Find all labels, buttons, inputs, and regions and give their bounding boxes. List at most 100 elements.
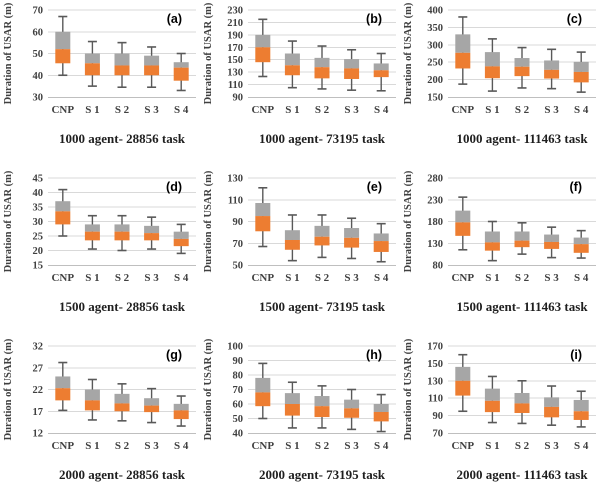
- box-whisker-s3: [144, 216, 160, 250]
- box-lower: [573, 71, 589, 83]
- y-axis-title: Duration of USAR (m): [403, 338, 414, 440]
- box-upper: [144, 55, 160, 66]
- box-lower: [484, 242, 500, 251]
- x-category-label: S 2: [515, 272, 530, 284]
- panel-letter: (e): [367, 180, 382, 194]
- box-upper: [544, 60, 560, 70]
- box-whisker-cnp: [255, 186, 271, 248]
- x-category-label: S 1: [485, 272, 499, 284]
- box-upper: [455, 210, 471, 223]
- x-category-label: S 4: [374, 104, 389, 116]
- x-category-label: CNP: [451, 440, 474, 452]
- box-upper: [144, 225, 160, 234]
- box-whisker-s3: [544, 385, 560, 426]
- x-category-label: CNP: [251, 104, 274, 116]
- x-category-label: S 3: [144, 104, 159, 116]
- x-category-label: S 3: [544, 104, 559, 116]
- y-axis-title: Duration of USAR (m): [203, 2, 214, 104]
- box-lower: [255, 216, 271, 232]
- y-tick-label: 400: [427, 6, 443, 17]
- y-tick-label: 180: [427, 217, 443, 228]
- panel-letter: (f): [570, 180, 583, 194]
- box-whisker-s1: [484, 375, 500, 424]
- x-category-label: S 3: [344, 440, 359, 452]
- box-lower: [484, 66, 500, 79]
- box-upper: [284, 230, 300, 240]
- box-whisker-s4: [173, 52, 189, 92]
- box-lower: [114, 231, 130, 241]
- x-category-label: S 2: [315, 440, 330, 452]
- y-tick-label: 25: [33, 232, 44, 243]
- box-upper: [544, 234, 560, 242]
- x-category-label: S 1: [485, 104, 499, 116]
- subplot-title: 2000 agent- 111463 task: [456, 467, 588, 482]
- box-upper: [284, 393, 300, 404]
- subplot-g: 12 17 22 27 32 CNP S 1 S 2 S 3 S 4 Duration of USA…: [0, 336, 200, 504]
- box-whisker-s1: [84, 378, 100, 421]
- x-category-label: S 1: [85, 440, 99, 452]
- y-tick-label: 250: [427, 58, 443, 69]
- y-tick-label: 80: [433, 261, 444, 272]
- box-lower: [514, 66, 530, 77]
- panel-letter: (h): [366, 348, 382, 362]
- x-category-label: S 1: [285, 440, 299, 452]
- x-category-label: S 4: [574, 272, 589, 284]
- x-category-label: S 4: [174, 440, 189, 452]
- y-tick-label: 100: [227, 342, 243, 353]
- box-whisker-s2: [514, 222, 530, 255]
- x-category-label: S 2: [515, 104, 530, 116]
- y-tick-label: 200: [427, 75, 443, 86]
- y-tick-label: 40: [33, 188, 44, 199]
- box-lower: [373, 241, 389, 252]
- box-whisker-s2: [114, 41, 130, 89]
- x-category-label: S 3: [344, 104, 359, 116]
- x-category-label: S 3: [544, 440, 559, 452]
- box-whisker-s4: [373, 52, 389, 92]
- box-whisker-cnp: [55, 188, 71, 237]
- box-lower: [514, 240, 530, 248]
- box-lower: [114, 65, 130, 76]
- y-tick-label: 280: [427, 174, 443, 185]
- y-tick-label: 130: [227, 174, 243, 185]
- box-upper: [344, 228, 360, 238]
- x-category-label: S 2: [115, 272, 130, 284]
- box-upper: [255, 377, 271, 393]
- box-upper: [484, 388, 500, 401]
- box-lower: [55, 211, 71, 225]
- box-upper: [373, 63, 389, 71]
- y-tick-label: 60: [233, 400, 244, 411]
- y-axis-title: Duration of USAR (m): [403, 170, 414, 272]
- y-tick-label: 30: [33, 93, 44, 104]
- box-lower: [455, 222, 471, 236]
- box-whisker-s4: [373, 222, 389, 263]
- box-whisker-s2: [514, 379, 530, 425]
- y-tick-label: 70: [233, 385, 244, 396]
- subplot-b: 90 110 130 150 170 190 210 230 CNP S 1 S 2 S 3 S 4 Du…: [200, 0, 400, 168]
- x-category-label: S 1: [485, 440, 499, 452]
- y-tick-label: 110: [228, 80, 243, 91]
- box-upper: [173, 403, 189, 411]
- y-tick-label: 300: [427, 40, 443, 51]
- box-lower: [573, 411, 589, 420]
- y-tick-label: 22: [33, 385, 44, 396]
- box-upper: [55, 31, 71, 50]
- subplot-title: 1000 agent- 28856 task: [59, 131, 186, 146]
- y-tick-label: 17: [33, 407, 44, 418]
- x-category-label: S 3: [144, 272, 159, 284]
- box-whisker-s3: [544, 226, 560, 259]
- y-axis-title: Duration of USAR (m): [203, 170, 214, 272]
- y-tick-label: 70: [433, 429, 444, 440]
- box-whisker-s3: [344, 48, 360, 91]
- y-tick-label: 40: [33, 71, 44, 82]
- y-tick-label: 130: [427, 376, 443, 387]
- x-category-label: CNP: [51, 272, 74, 284]
- subplot-d: 15 20 25 30 35 40 45 CNP S 1 S 2 S 3 S 4 Duration of…: [0, 168, 200, 336]
- box-lower: [455, 52, 471, 69]
- box-upper: [314, 225, 330, 237]
- y-tick-label: 90: [233, 93, 244, 104]
- box-whisker-s1: [484, 38, 500, 92]
- boxplot-chart: 150 200 250 300 350 400 CNP S 1 S 2 S 3 S 4 Duratio…: [403, 2, 596, 146]
- box-whisker-s3: [344, 388, 360, 431]
